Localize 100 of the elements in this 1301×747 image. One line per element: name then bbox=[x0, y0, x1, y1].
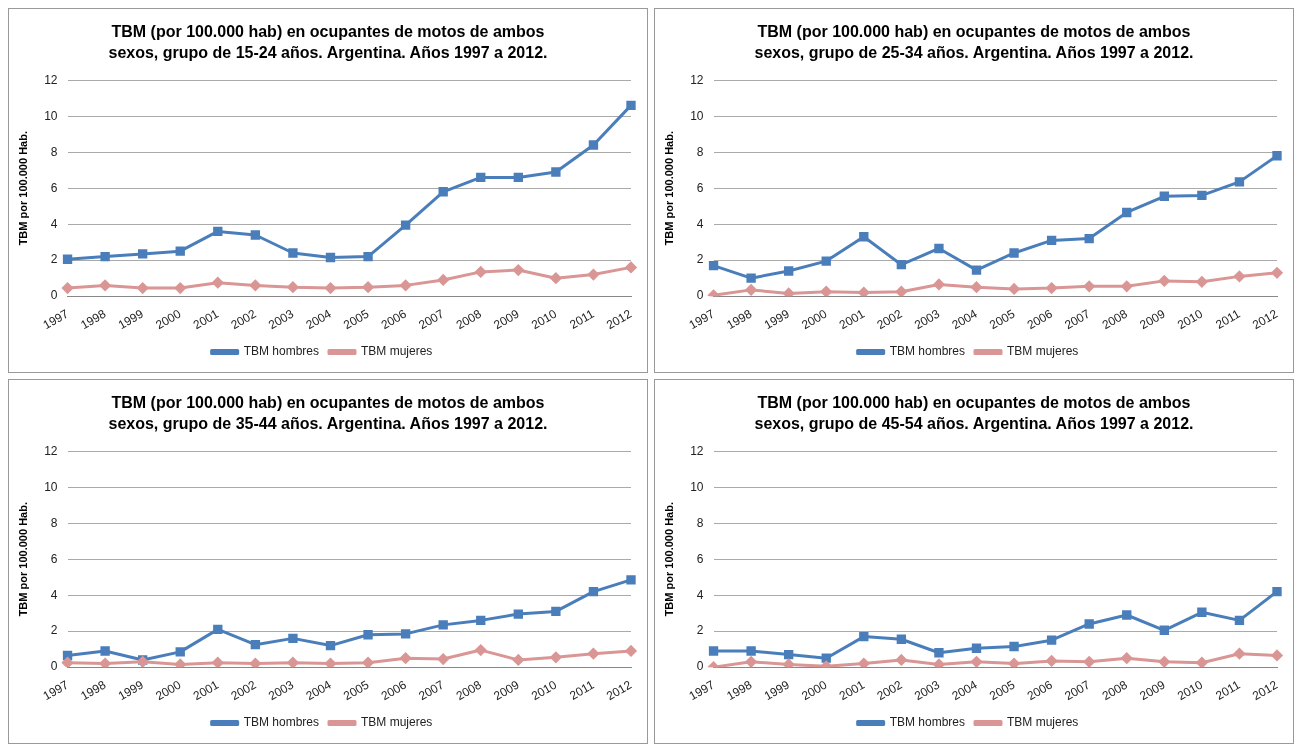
y-axis-title: TBM por 100.000 Hab. bbox=[16, 131, 29, 246]
x-tick-label: 2002 bbox=[874, 306, 905, 333]
y-axis-title: TBM por 100.000 Hab. bbox=[662, 131, 675, 246]
x-tick-label: 1997 bbox=[40, 677, 71, 704]
x-tick-label: 1998 bbox=[78, 306, 109, 333]
x-tick-label: 2011 bbox=[1213, 306, 1243, 332]
chart-title: TBM (por 100.000 hab) en ocupantes de motos de ambos sexos, grupo de 35-44 años. Argentina. Años 1997 a 2012. bbox=[107, 393, 549, 434]
x-tick-label: 2002 bbox=[874, 677, 905, 704]
x-tick-label: 2008 bbox=[453, 677, 485, 704]
x-tick-label: 2000 bbox=[799, 306, 830, 333]
y-axis-title: TBM por 100.000 Hab. bbox=[662, 502, 675, 617]
y-tick-label: 10 bbox=[44, 479, 58, 494]
x-tick-label: 1999 bbox=[115, 677, 147, 704]
x-tick-label: 2010 bbox=[1174, 306, 1206, 333]
x-tick-label: 1999 bbox=[761, 677, 793, 704]
y-tick-label: 4 bbox=[696, 216, 704, 231]
x-tick-label: 1997 bbox=[40, 306, 71, 333]
x-tick-label: 2001 bbox=[190, 677, 222, 704]
x-tick-label: 1999 bbox=[115, 306, 147, 333]
y-tick-label: 12 bbox=[690, 443, 704, 458]
y-tick-label: 12 bbox=[690, 72, 704, 87]
x-tick-label: 2009 bbox=[1137, 306, 1168, 333]
x-tick-label: 2011 bbox=[567, 306, 597, 332]
x-tick-label: 2002 bbox=[228, 306, 259, 333]
x-tick-label: 2012 bbox=[604, 306, 635, 333]
x-tick-label: 2005 bbox=[987, 677, 1018, 704]
x-tick-label: 1998 bbox=[724, 306, 755, 333]
x-tick-label: 2003 bbox=[911, 677, 943, 704]
legend-label: TBM mujeres bbox=[1007, 715, 1079, 730]
y-tick-label: 8 bbox=[696, 515, 704, 530]
y-tick-label: 10 bbox=[690, 108, 704, 123]
x-tick-label: 2009 bbox=[491, 306, 522, 333]
x-tick-label: 2012 bbox=[604, 677, 635, 704]
x-tick-label: 2007 bbox=[1062, 677, 1093, 704]
y-axis-title: TBM por 100.000 Hab. bbox=[16, 502, 29, 617]
y-tick-label: 0 bbox=[696, 659, 704, 674]
y-tick-label: 2 bbox=[50, 623, 58, 638]
x-tick-label: 2010 bbox=[528, 677, 560, 704]
y-tick-label: 8 bbox=[50, 515, 58, 530]
chart-title: TBM (por 100.000 hab) en ocupantes de motos de ambos sexos, grupo de 25-34 años. Argentina. Años 1997 a 2012. bbox=[753, 22, 1195, 63]
x-tick-label: 1997 bbox=[686, 306, 717, 333]
legend-label: TBM mujeres bbox=[361, 715, 433, 730]
legend-label: TBM hombres bbox=[889, 344, 966, 359]
y-tick-label: 12 bbox=[44, 443, 58, 458]
x-tick-label: 1998 bbox=[78, 677, 109, 704]
x-tick-label: 2008 bbox=[1099, 306, 1131, 333]
x-tick-label: 2007 bbox=[416, 677, 447, 704]
y-tick-label: 10 bbox=[44, 108, 58, 123]
y-tick-label: 6 bbox=[50, 551, 58, 566]
x-tick-label: 1998 bbox=[724, 677, 755, 704]
x-tick-label: 2001 bbox=[190, 306, 222, 333]
y-tick-label: 4 bbox=[50, 216, 58, 231]
legend-label: TBM mujeres bbox=[361, 344, 433, 359]
chart-title: TBM (por 100.000 hab) en ocupantes de motos de ambos sexos, grupo de 15-24 años. Argentina. Años 1997 a 2012. bbox=[107, 22, 549, 63]
x-tick-label: 2007 bbox=[1062, 306, 1093, 333]
y-tick-label: 8 bbox=[50, 144, 58, 159]
x-tick-label: 2010 bbox=[528, 306, 560, 333]
x-tick-label: 2009 bbox=[1137, 677, 1168, 704]
x-tick-label: 1997 bbox=[686, 677, 717, 704]
x-tick-label: 2001 bbox=[836, 677, 868, 704]
x-tick-label: 2006 bbox=[378, 677, 410, 704]
legend-label: TBM hombres bbox=[243, 344, 320, 359]
x-tick-label: 2000 bbox=[153, 677, 184, 704]
x-tick-label: 2007 bbox=[416, 306, 447, 333]
x-tick-label: 2011 bbox=[1213, 677, 1243, 703]
y-tick-label: 4 bbox=[50, 587, 58, 602]
y-tick-label: 0 bbox=[50, 659, 58, 674]
y-tick-label: 10 bbox=[690, 479, 704, 494]
y-tick-label: 12 bbox=[44, 72, 58, 87]
y-tick-label: 4 bbox=[696, 587, 704, 602]
chart-title: TBM (por 100.000 hab) en ocupantes de motos de ambos sexos, grupo de 45-54 años. Argentina. Años 1997 a 2012. bbox=[753, 393, 1195, 434]
y-tick-label: 2 bbox=[50, 252, 58, 267]
y-tick-label: 6 bbox=[50, 180, 58, 195]
x-tick-label: 2010 bbox=[1174, 677, 1206, 704]
x-tick-label: 2004 bbox=[949, 677, 980, 704]
x-tick-label: 2000 bbox=[153, 306, 184, 333]
x-tick-label: 2004 bbox=[303, 306, 334, 333]
y-tick-label: 2 bbox=[696, 623, 704, 638]
x-tick-label: 2006 bbox=[1024, 677, 1056, 704]
x-tick-label: 2004 bbox=[949, 306, 980, 333]
legend-label: TBM hombres bbox=[889, 715, 966, 730]
x-tick-label: 2003 bbox=[911, 306, 943, 333]
y-tick-label: 0 bbox=[50, 288, 58, 303]
x-tick-label: 2011 bbox=[567, 677, 597, 703]
x-tick-label: 2003 bbox=[265, 677, 297, 704]
x-tick-label: 2000 bbox=[799, 677, 830, 704]
y-tick-label: 8 bbox=[696, 144, 704, 159]
y-tick-label: 6 bbox=[696, 180, 704, 195]
x-tick-label: 1999 bbox=[761, 306, 793, 333]
x-tick-label: 2005 bbox=[341, 677, 372, 704]
x-tick-label: 2008 bbox=[1099, 677, 1131, 704]
x-tick-label: 2003 bbox=[265, 306, 297, 333]
legend-label: TBM hombres bbox=[243, 715, 320, 730]
x-tick-label: 2012 bbox=[1250, 306, 1281, 333]
legend-label: TBM mujeres bbox=[1007, 344, 1079, 359]
x-tick-label: 2002 bbox=[228, 677, 259, 704]
x-tick-label: 2004 bbox=[303, 677, 334, 704]
x-tick-label: 2006 bbox=[378, 306, 410, 333]
x-tick-label: 2006 bbox=[1024, 306, 1056, 333]
x-tick-label: 2012 bbox=[1250, 677, 1281, 704]
